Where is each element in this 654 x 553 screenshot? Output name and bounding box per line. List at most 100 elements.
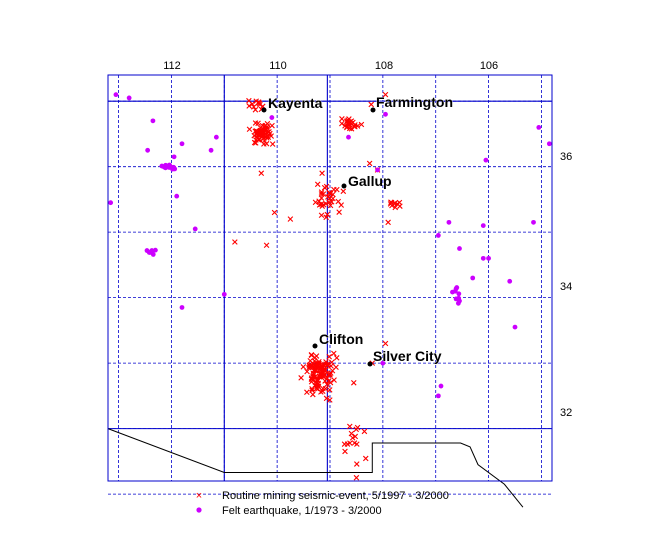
felt-earthquake-point	[375, 167, 380, 173]
mining-event-point	[342, 448, 348, 455]
clifton-marker	[312, 343, 318, 349]
lon-label-108: 108	[375, 60, 393, 72]
state-border	[107, 428, 524, 508]
mining-event-point	[258, 170, 265, 177]
felt-earthquake-point	[152, 247, 158, 253]
felt-earthquake-point	[380, 360, 386, 366]
gallup-marker	[341, 183, 347, 189]
kayenta-marker	[261, 107, 267, 113]
mining-event-point	[309, 387, 315, 394]
felt-earthquake-point	[435, 393, 441, 399]
mining-event-point	[298, 375, 304, 381]
mining-event-point	[310, 391, 316, 398]
mining-event-point	[346, 423, 353, 430]
map-grid	[108, 75, 552, 495]
mining-event-point	[358, 121, 365, 128]
felt-earthquake-point	[536, 124, 542, 130]
mining-events-layer	[232, 91, 403, 481]
lat-label-34: 34	[560, 281, 572, 293]
mining-event-point	[353, 426, 360, 433]
lon-label-110: 110	[269, 60, 287, 72]
felt-earthquake-point	[213, 134, 219, 140]
legend-quake-symbol	[196, 507, 202, 513]
legend: × Routine mining seismic-event, 5/1997 -…	[196, 490, 449, 517]
mining-event-point	[312, 199, 319, 206]
silver-city-marker	[367, 361, 373, 367]
mining-event-point	[325, 194, 331, 200]
mining-event-point	[361, 428, 368, 435]
felt-earthquake-point	[480, 255, 486, 261]
mining-event-point	[323, 395, 330, 402]
map-frame-rect	[107, 74, 553, 482]
felt-earthquake-point	[531, 219, 536, 225]
city-layer: Kayenta Farmington Gallup Clifton Silver…	[261, 94, 453, 367]
mining-event-point	[269, 122, 275, 129]
mining-event-point	[336, 209, 342, 215]
map-frame	[107, 74, 553, 482]
lat-label-32: 32	[560, 407, 572, 419]
mining-event-point	[260, 135, 267, 141]
mining-event-point	[362, 455, 369, 462]
mining-event-point	[319, 365, 325, 372]
mining-event-point	[308, 363, 314, 370]
mining-event-point	[348, 118, 355, 124]
mining-event-point	[331, 377, 337, 383]
mining-event-point	[346, 125, 353, 132]
mining-event-point	[246, 103, 252, 109]
mining-event-point	[307, 358, 314, 364]
felt-earthquake-point	[486, 255, 491, 261]
felt-earthquake-point	[435, 233, 441, 238]
mining-event-point	[314, 383, 321, 389]
mining-event-point	[256, 100, 263, 107]
farmington-marker	[370, 107, 376, 113]
felt-earthquake-point	[456, 291, 462, 297]
mining-event-point	[326, 353, 333, 360]
felt-earthquake-point	[179, 141, 185, 147]
mining-event-point	[333, 355, 340, 361]
mining-event-point	[396, 199, 403, 206]
mining-event-point	[389, 202, 395, 209]
mining-event-point	[318, 389, 324, 395]
mining-event-point	[304, 368, 310, 375]
city-label-clifton: Clifton	[319, 331, 363, 347]
mining-event-point	[309, 386, 315, 392]
mining-event-point	[323, 359, 329, 365]
felt-earthquake-point	[113, 92, 119, 98]
mining-event-point	[348, 430, 355, 437]
city-label-kayenta: Kayenta	[268, 95, 323, 111]
mining-event-point	[339, 116, 345, 122]
felt-earthquake-point	[483, 157, 489, 163]
mining-event-point	[326, 387, 333, 393]
legend-mining-symbol: ×	[196, 490, 202, 502]
mining-event-point	[323, 183, 330, 190]
mining-event-point	[257, 101, 263, 108]
mining-event-point	[331, 186, 337, 193]
mining-event-point	[348, 126, 355, 132]
mining-event-point	[271, 209, 278, 216]
felt-earthquake-point	[383, 111, 388, 117]
mining-event-point	[331, 350, 337, 357]
felt-earthquake-point	[455, 300, 461, 306]
mining-event-point	[382, 340, 389, 347]
mining-event-point	[326, 378, 332, 384]
mining-event-point	[320, 368, 327, 375]
mining-event-point	[341, 441, 348, 447]
mining-event-point	[308, 351, 315, 358]
mining-event-point	[323, 214, 329, 221]
mining-event-point	[368, 101, 375, 108]
felt-earthquake-point	[150, 252, 156, 257]
felt-earthquake-point	[450, 289, 455, 295]
lon-label-112: 112	[163, 60, 181, 72]
mining-event-point	[264, 120, 271, 127]
mining-event-point	[300, 364, 307, 370]
mining-event-point	[353, 474, 360, 481]
felt-earthquake-point	[470, 275, 476, 281]
felt-earthquake-point	[507, 278, 513, 284]
mining-event-point	[263, 140, 270, 147]
mining-event-point	[312, 368, 319, 374]
mining-event-point	[385, 219, 391, 226]
mining-event-point	[312, 362, 319, 369]
felt-earthquake-point	[171, 164, 176, 170]
felt-earthquake-point	[179, 305, 185, 310]
